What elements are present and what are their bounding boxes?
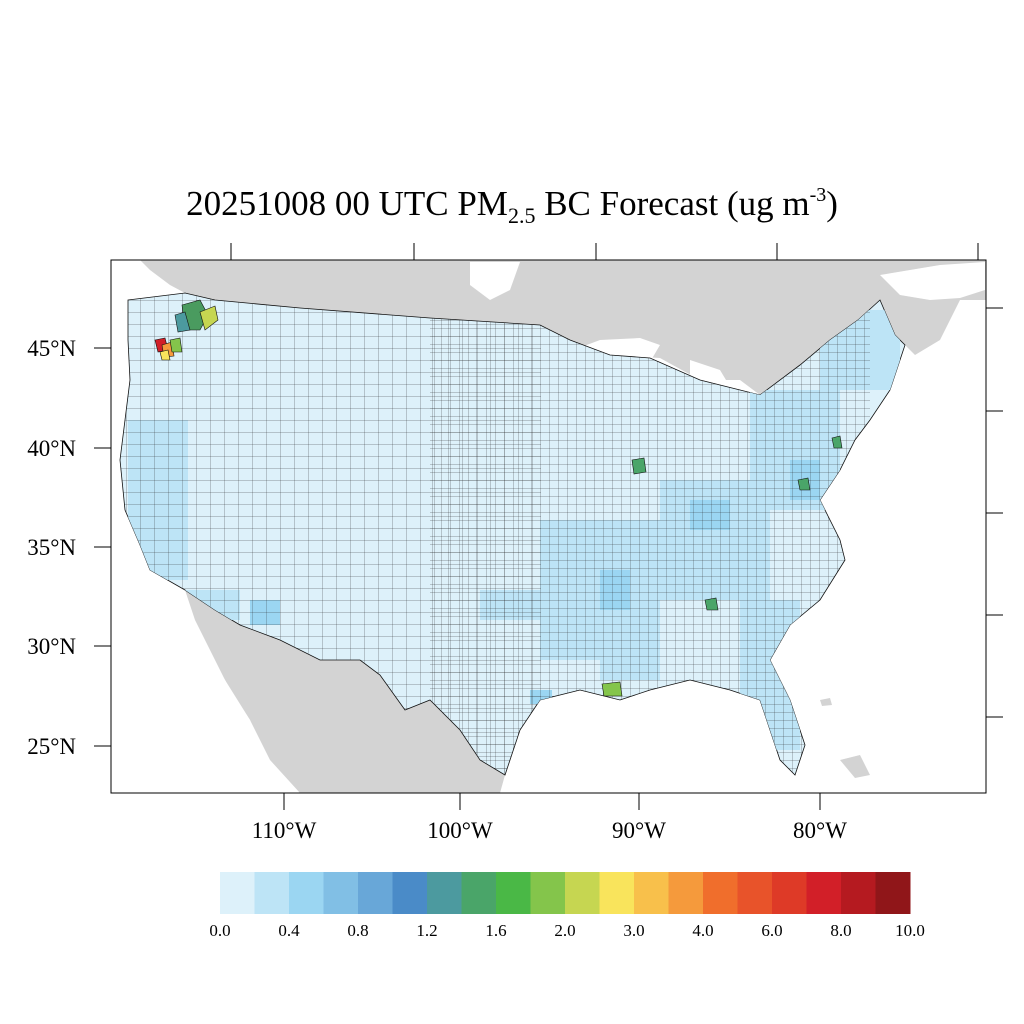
lon-label: 100°W: [427, 818, 493, 843]
colorbar-swatch: [599, 872, 635, 914]
lat-label: 40°N: [27, 436, 76, 461]
lon-label: 110°W: [252, 818, 317, 843]
hotspot-or4: [159, 349, 171, 361]
hotspot-atlanta: [704, 597, 719, 611]
colorbar-tick-label: 0.0: [209, 921, 230, 940]
colorbar-swatch: [427, 872, 462, 914]
colorbar-swatch: [254, 872, 290, 914]
hudson-bay: [470, 262, 520, 300]
colorbar-swatch: [530, 872, 566, 914]
colorbar-swatch: [289, 872, 324, 914]
hotspot-wa2: [174, 311, 191, 333]
colorbar-swatch: [772, 872, 807, 914]
hotspot-or3: [169, 337, 183, 353]
colorbar-swatch: [392, 872, 428, 914]
colorbar-tick-label: 4.0: [692, 921, 713, 940]
map-title: 20251008 00 UTC PM2.5 BC Forecast (ug m-…: [186, 184, 838, 228]
lat-label: 30°N: [27, 634, 76, 659]
colorbar-swatch: [703, 872, 738, 914]
colorbar-swatch: [668, 872, 704, 914]
colorbar: [220, 872, 911, 914]
lat-label: 35°N: [27, 535, 76, 560]
colorbar-tick-label: 2.0: [554, 921, 575, 940]
colorbar-tick-label: 6.0: [761, 921, 782, 940]
colorbar-swatch: [737, 872, 773, 914]
hotspot-dc: [797, 477, 811, 491]
colorbar-swatch: [323, 872, 359, 914]
lat-label: 25°N: [27, 734, 76, 759]
right-ticks: [986, 307, 1003, 718]
top-ticks: [230, 243, 979, 260]
left-ticks: [94, 347, 111, 747]
lon-label: 80°W: [793, 818, 847, 843]
hotspot-id: [199, 305, 219, 331]
colorbar-swatch: [875, 872, 911, 914]
colorbar-tick-label: 10.0: [895, 921, 925, 940]
colorbar-swatch: [841, 872, 876, 914]
hotspot-chicago: [631, 457, 647, 475]
longitude-labels: 110°W 100°W 90°W 80°W: [252, 818, 848, 843]
colorbar-swatch: [461, 872, 497, 914]
colorbar-tick-label: 0.4: [278, 921, 300, 940]
map-frame: [110, 259, 987, 794]
lon-label: 90°W: [612, 818, 666, 843]
bahamas: [820, 698, 832, 706]
lat-label: 45°N: [27, 336, 76, 361]
colorbar-tick-label: 0.8: [347, 921, 368, 940]
gulf-stlawrence: [880, 262, 985, 300]
canada-land: [140, 260, 986, 395]
bottom-ticks: [283, 793, 821, 810]
hotspots: [154, 299, 843, 697]
latitude-labels: 45°N 40°N 35°N 30°N 25°N: [27, 336, 76, 759]
colorbar-swatch: [220, 872, 255, 914]
map-area: [111, 260, 986, 793]
colorbar-swatch: [358, 872, 393, 914]
colorbar-swatch: [806, 872, 842, 914]
colorbar-labels: 0.0 0.4 0.8 1.2 1.6 2.0 3.0 4.0 6.0 8.0 10.0: [209, 921, 925, 940]
baja-gulf: [195, 640, 270, 793]
mexico-land: [185, 590, 505, 793]
colorbar-swatch: [634, 872, 669, 914]
colorbar-tick-label: 1.6: [485, 921, 506, 940]
colorbar-swatch: [496, 872, 531, 914]
colorbar-swatch: [565, 872, 600, 914]
cuba: [840, 755, 870, 778]
colorbar-tick-label: 1.2: [416, 921, 437, 940]
hotspot-nola: [601, 681, 623, 697]
colorbar-tick-label: 3.0: [623, 921, 644, 940]
hotspot-nyc: [831, 435, 843, 449]
colorbar-tick-label: 8.0: [830, 921, 851, 940]
